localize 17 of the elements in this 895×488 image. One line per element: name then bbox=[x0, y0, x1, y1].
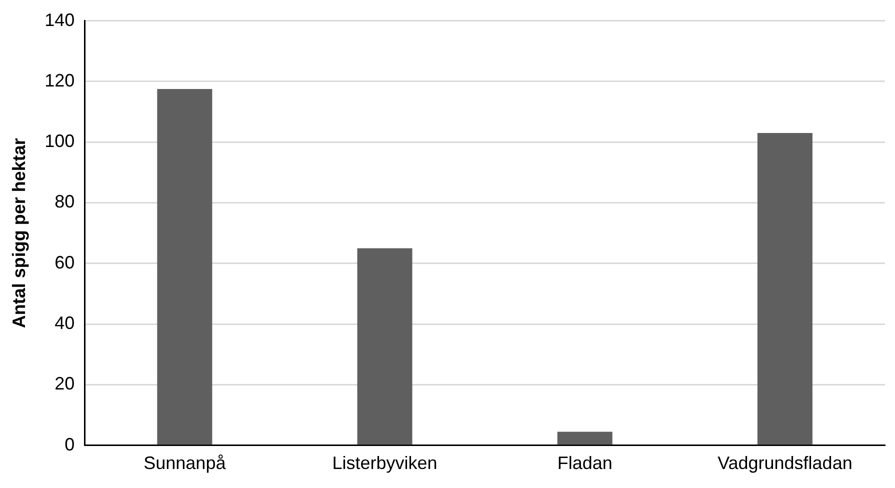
y-tick-label: 40 bbox=[54, 313, 75, 334]
y-tick-label: 60 bbox=[54, 252, 75, 272]
x-tick-label: Vadgrundsfladan bbox=[718, 453, 852, 474]
y-tick-label: 20 bbox=[54, 374, 75, 394]
x-tick-label: Sunnanpå bbox=[144, 453, 227, 474]
y-tick-label: 80 bbox=[54, 192, 75, 212]
y-tick-label: 120 bbox=[44, 70, 75, 90]
y-tick-label: 140 bbox=[44, 10, 75, 30]
bar bbox=[757, 133, 812, 445]
bar bbox=[557, 432, 612, 445]
y-axis-title: Antal spigg per hektar bbox=[8, 138, 29, 328]
x-tick-label: Fladan bbox=[557, 453, 612, 474]
y-tick-label: 0 bbox=[64, 434, 75, 454]
y-tick-label: 100 bbox=[44, 131, 75, 152]
bar bbox=[357, 248, 412, 445]
bar bbox=[157, 89, 212, 445]
x-tick-label: Listerbyviken bbox=[332, 453, 438, 474]
